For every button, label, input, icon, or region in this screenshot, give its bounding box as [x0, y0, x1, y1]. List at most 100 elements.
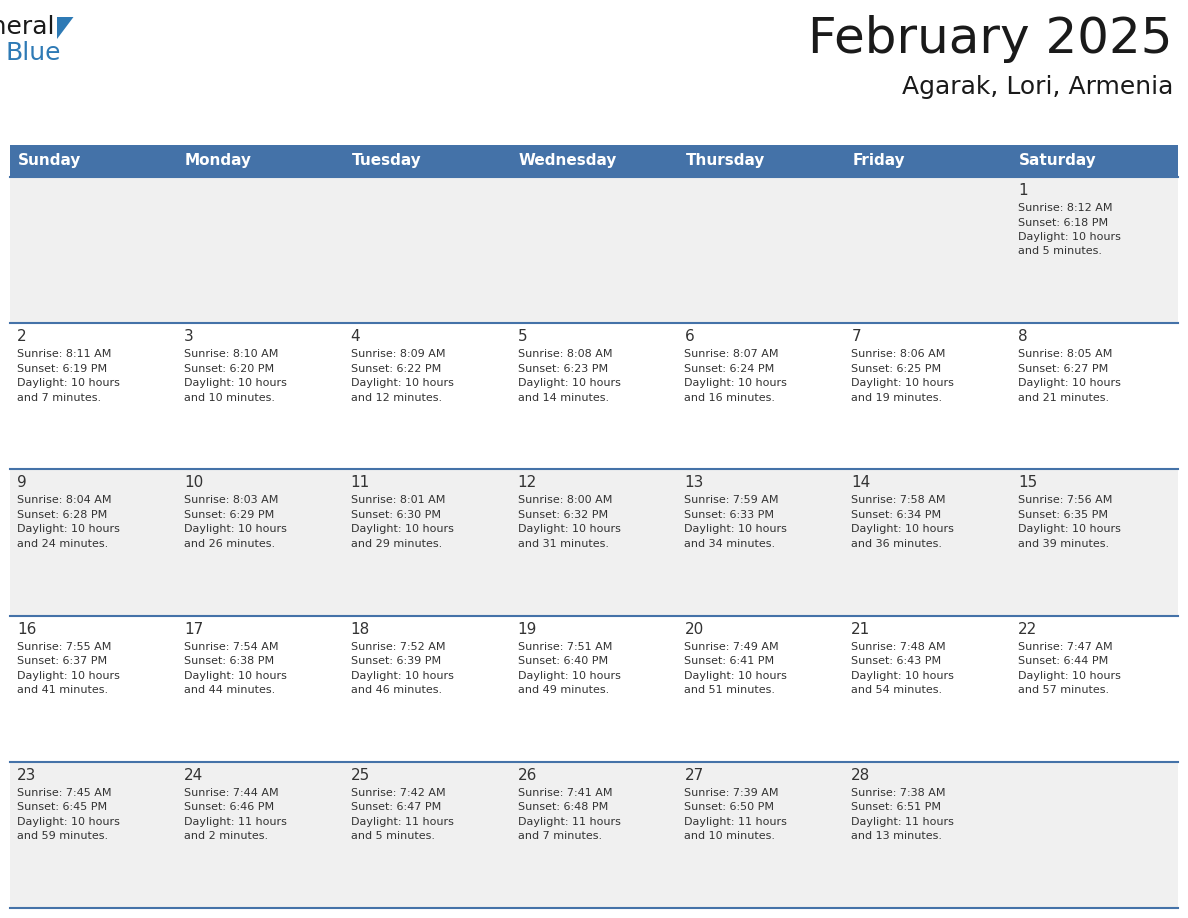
Text: Sunset: 6:23 PM: Sunset: 6:23 PM [518, 364, 608, 374]
Text: Sunrise: 7:38 AM: Sunrise: 7:38 AM [852, 788, 946, 798]
Text: and 10 minutes.: and 10 minutes. [184, 393, 274, 403]
Text: 10: 10 [184, 476, 203, 490]
Text: Sunrise: 7:55 AM: Sunrise: 7:55 AM [17, 642, 112, 652]
Text: and 51 minutes.: and 51 minutes. [684, 685, 776, 695]
Text: Friday: Friday [852, 153, 905, 169]
Text: Sunrise: 7:52 AM: Sunrise: 7:52 AM [350, 642, 446, 652]
Text: 15: 15 [1018, 476, 1037, 490]
Bar [1011, 616, 1178, 762]
Bar [1011, 177, 1178, 323]
Text: and 21 minutes.: and 21 minutes. [1018, 393, 1110, 403]
Text: Daylight: 10 hours: Daylight: 10 hours [1018, 524, 1121, 534]
Text: Daylight: 10 hours: Daylight: 10 hours [852, 524, 954, 534]
Text: Sunrise: 7:42 AM: Sunrise: 7:42 AM [350, 788, 446, 798]
Bar [677, 469, 845, 616]
Text: Sunrise: 8:05 AM: Sunrise: 8:05 AM [1018, 349, 1112, 359]
Text: Daylight: 10 hours: Daylight: 10 hours [184, 378, 286, 388]
Text: February 2025: February 2025 [809, 15, 1173, 63]
Text: Daylight: 11 hours: Daylight: 11 hours [350, 817, 454, 827]
Text: and 31 minutes.: and 31 minutes. [518, 539, 608, 549]
Text: Sunset: 6:28 PM: Sunset: 6:28 PM [17, 509, 107, 520]
Text: Sunset: 6:39 PM: Sunset: 6:39 PM [350, 656, 441, 666]
Text: Sunset: 6:22 PM: Sunset: 6:22 PM [350, 364, 441, 374]
Text: Daylight: 10 hours: Daylight: 10 hours [1018, 232, 1121, 242]
Text: and 16 minutes.: and 16 minutes. [684, 393, 776, 403]
Text: Daylight: 10 hours: Daylight: 10 hours [684, 524, 788, 534]
Text: Sunset: 6:25 PM: Sunset: 6:25 PM [852, 364, 941, 374]
Bar [845, 762, 1011, 908]
Text: and 34 minutes.: and 34 minutes. [684, 539, 776, 549]
Text: Daylight: 10 hours: Daylight: 10 hours [350, 524, 454, 534]
Bar [1011, 145, 1178, 177]
Bar [177, 616, 343, 762]
Text: Sunset: 6:19 PM: Sunset: 6:19 PM [17, 364, 107, 374]
Text: 22: 22 [1018, 621, 1037, 636]
Text: Sunrise: 7:54 AM: Sunrise: 7:54 AM [184, 642, 278, 652]
Bar [511, 323, 677, 469]
Text: 8: 8 [1018, 330, 1028, 344]
Text: 1: 1 [1018, 183, 1028, 198]
Text: 7: 7 [852, 330, 861, 344]
Bar [177, 469, 343, 616]
Text: 23: 23 [17, 767, 37, 783]
Text: Sunrise: 8:06 AM: Sunrise: 8:06 AM [852, 349, 946, 359]
Text: and 54 minutes.: and 54 minutes. [852, 685, 942, 695]
Bar [10, 469, 177, 616]
Text: Sunrise: 7:51 AM: Sunrise: 7:51 AM [518, 642, 612, 652]
Text: 19: 19 [518, 621, 537, 636]
Text: 11: 11 [350, 476, 369, 490]
Bar [845, 323, 1011, 469]
Text: 4: 4 [350, 330, 360, 344]
Text: 21: 21 [852, 621, 871, 636]
Bar [677, 762, 845, 908]
Text: 28: 28 [852, 767, 871, 783]
Text: Sunset: 6:51 PM: Sunset: 6:51 PM [852, 802, 941, 812]
Text: Sunset: 6:46 PM: Sunset: 6:46 PM [184, 802, 274, 812]
Text: Sunrise: 8:09 AM: Sunrise: 8:09 AM [350, 349, 446, 359]
Text: and 5 minutes.: and 5 minutes. [350, 832, 435, 841]
Text: Agarak, Lori, Armenia: Agarak, Lori, Armenia [902, 75, 1173, 99]
Text: Sunset: 6:43 PM: Sunset: 6:43 PM [852, 656, 941, 666]
Text: and 7 minutes.: and 7 minutes. [17, 393, 101, 403]
Text: and 2 minutes.: and 2 minutes. [184, 832, 268, 841]
Text: Sunrise: 8:08 AM: Sunrise: 8:08 AM [518, 349, 612, 359]
Text: General: General [0, 15, 55, 39]
Text: and 29 minutes.: and 29 minutes. [350, 539, 442, 549]
Text: Daylight: 11 hours: Daylight: 11 hours [518, 817, 620, 827]
Text: Daylight: 11 hours: Daylight: 11 hours [184, 817, 286, 827]
Bar [10, 145, 177, 177]
Text: Sunrise: 8:01 AM: Sunrise: 8:01 AM [350, 496, 446, 506]
Text: Sunrise: 8:04 AM: Sunrise: 8:04 AM [17, 496, 112, 506]
Text: and 36 minutes.: and 36 minutes. [852, 539, 942, 549]
Text: Sunset: 6:45 PM: Sunset: 6:45 PM [17, 802, 107, 812]
Text: Daylight: 10 hours: Daylight: 10 hours [684, 671, 788, 680]
Text: Sunrise: 8:11 AM: Sunrise: 8:11 AM [17, 349, 112, 359]
Text: Sunrise: 7:56 AM: Sunrise: 7:56 AM [1018, 496, 1112, 506]
Text: 6: 6 [684, 330, 694, 344]
Text: Sunset: 6:18 PM: Sunset: 6:18 PM [1018, 218, 1108, 228]
Text: and 10 minutes.: and 10 minutes. [684, 832, 776, 841]
Bar [10, 177, 177, 323]
Bar [511, 616, 677, 762]
Text: Sunset: 6:20 PM: Sunset: 6:20 PM [184, 364, 274, 374]
Text: and 19 minutes.: and 19 minutes. [852, 393, 942, 403]
Text: Sunday: Sunday [18, 153, 81, 169]
Text: 5: 5 [518, 330, 527, 344]
Text: Sunrise: 7:48 AM: Sunrise: 7:48 AM [852, 642, 946, 652]
Text: 12: 12 [518, 476, 537, 490]
Text: and 14 minutes.: and 14 minutes. [518, 393, 608, 403]
Text: 18: 18 [350, 621, 369, 636]
Text: Daylight: 10 hours: Daylight: 10 hours [852, 671, 954, 680]
Text: Sunrise: 7:44 AM: Sunrise: 7:44 AM [184, 788, 278, 798]
Text: Daylight: 10 hours: Daylight: 10 hours [518, 524, 620, 534]
Text: and 44 minutes.: and 44 minutes. [184, 685, 276, 695]
Text: Sunset: 6:47 PM: Sunset: 6:47 PM [350, 802, 441, 812]
Text: 13: 13 [684, 476, 703, 490]
Bar [177, 762, 343, 908]
Text: 9: 9 [17, 476, 27, 490]
Text: and 5 minutes.: and 5 minutes. [1018, 247, 1102, 256]
Bar [845, 469, 1011, 616]
Text: Wednesday: Wednesday [519, 153, 617, 169]
Text: 20: 20 [684, 621, 703, 636]
Bar [845, 177, 1011, 323]
